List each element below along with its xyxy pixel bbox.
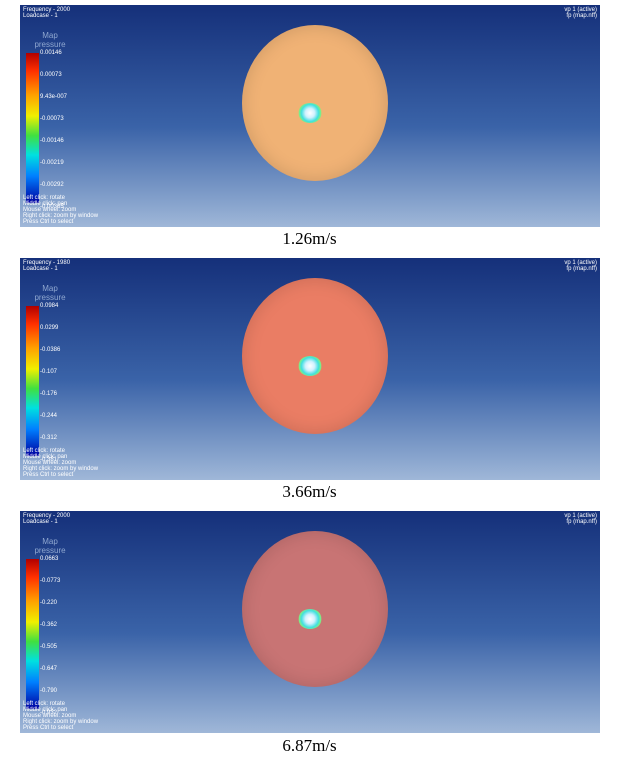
legend-label: 0.00146 [40,50,62,56]
help-text: Press Ctrl to select [23,219,73,225]
pressure-spot [298,356,322,376]
caption: 3.66m/s [0,482,619,502]
legend-title: pressure [30,40,70,49]
caption: 1.26m/s [0,229,619,249]
legend-label: 0.0984 [40,303,58,309]
legend-label: -0.244 [40,413,57,419]
legend-label: -0.647 [40,666,57,672]
file-label: fp (map.nff) [566,519,597,525]
legend-title: pressure [30,546,70,555]
legend-label: -0.176 [40,391,57,397]
figure: Frequency - 2000Loadcase - 1vp 1 (active… [0,0,619,764]
color-bar [26,559,39,709]
help-text: Press Ctrl to select [23,472,73,478]
legend-title: Map [30,284,70,293]
file-label: fp (map.nff) [566,266,597,272]
loadcase-label: Loadcase - 1 [23,13,58,19]
legend-label: 0.00073 [40,72,62,78]
legend-label: -0.790 [40,688,57,694]
legend-label: -0.0773 [40,578,60,584]
legend-label: -0.0386 [40,347,60,353]
help-text: Press Ctrl to select [23,725,73,731]
legend-label: -0.220 [40,600,57,606]
pressure-spot [298,103,322,123]
pressure-spot [298,609,322,629]
legend-label: -0.00219 [40,160,64,166]
legend-label: 9.43e-007 [40,94,67,100]
legend-label: 0.0299 [40,325,58,331]
legend-title: Map [30,537,70,546]
legend-label: -0.312 [40,435,57,441]
legend-label: -0.00146 [40,138,64,144]
file-label: fp (map.nff) [566,13,597,19]
legend-label: -0.00292 [40,182,64,188]
legend-label: -0.505 [40,644,57,650]
legend-label: 0.0663 [40,556,58,562]
legend-label: -0.00073 [40,116,64,122]
color-bar [26,53,39,203]
loadcase-label: Loadcase - 1 [23,519,58,525]
legend-label: -0.107 [40,369,57,375]
color-bar [26,306,39,456]
loadcase-label: Loadcase - 1 [23,266,58,272]
legend-title: Map [30,31,70,40]
caption: 6.87m/s [0,736,619,756]
legend-label: -0.362 [40,622,57,628]
legend-title: pressure [30,293,70,302]
